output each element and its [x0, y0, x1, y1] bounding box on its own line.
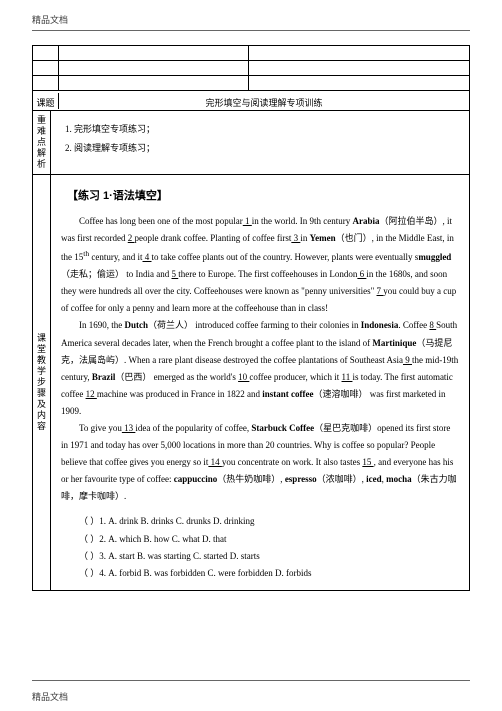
difficulty-row: 重难点解析 1. 完形填空专项练习； 2. 阅读理解专项练习； — [33, 111, 469, 175]
difficulty-label: 重难点解析 — [33, 111, 51, 174]
top-rule — [32, 30, 470, 31]
blank-row-3 — [33, 76, 469, 91]
topic-value: 完形填空与阅读理解专项训练 — [59, 93, 469, 109]
paragraph-3: To give you 13 idea of the popularity of… — [61, 420, 459, 505]
diff-line-2: 2. 阅读理解专项练习； — [65, 140, 459, 157]
bottom-rule — [32, 680, 470, 681]
questions-block: （ ）1. A. drink B. drinks C. drunks D. dr… — [61, 513, 459, 581]
question-2: （ ）2. A. which B. how C. what D. that — [61, 531, 459, 548]
document-table: 课题 完形填空与阅读理解专项训练 重难点解析 1. 完形填空专项练习； 2. 阅… — [32, 45, 470, 591]
blank-row-1 — [33, 46, 469, 61]
paragraph-2: In 1690, the Dutch（荷兰人） introduced coffe… — [61, 317, 459, 420]
steps-label: 课堂教学步骤及内容 — [33, 175, 51, 590]
topic-row: 课题 完形填空与阅读理解专项训练 — [33, 91, 469, 111]
main-row: 课堂教学步骤及内容 【练习 1·语法填空】 Coffee has long be… — [33, 175, 469, 590]
diff-line-1: 1. 完形填空专项练习； — [65, 121, 459, 138]
exercise-heading: 【练习 1·语法填空】 — [67, 186, 459, 207]
paragraph-1: Coffee has long been one of the most pop… — [61, 213, 459, 318]
difficulty-content: 1. 完形填空专项练习； 2. 阅读理解专项练习； — [51, 111, 469, 174]
question-1: （ ）1. A. drink B. drinks C. drunks D. dr… — [61, 513, 459, 530]
blank-row-2 — [33, 61, 469, 76]
topic-label: 课题 — [33, 93, 59, 109]
watermark-top: 精品文档 — [32, 13, 68, 26]
main-content: 【练习 1·语法填空】 Coffee has long been one of … — [51, 175, 469, 590]
question-4: （ ）4. A. forbid B. was forbidden C. were… — [61, 565, 459, 582]
question-3: （ ）3. A. start B. was starting C. starte… — [61, 548, 459, 565]
watermark-bottom: 精品文档 — [32, 690, 68, 703]
